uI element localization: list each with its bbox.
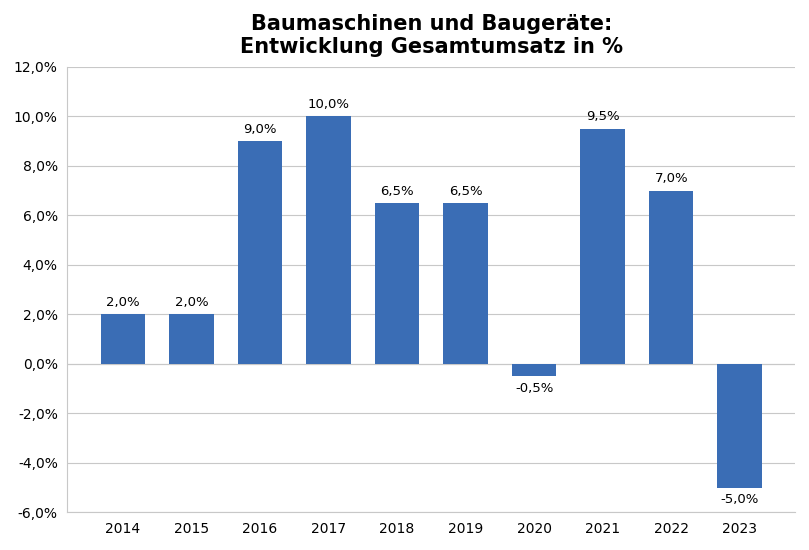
Bar (649, 191, 693, 364)
Text: 2,0%: 2,0% (106, 296, 140, 309)
Text: 6,5%: 6,5% (380, 185, 414, 197)
Text: 10,0%: 10,0% (307, 98, 349, 111)
Bar (306, 117, 351, 364)
Bar (512, 364, 557, 376)
Text: 7,0%: 7,0% (654, 172, 688, 185)
Bar (100, 315, 145, 364)
Bar (443, 203, 488, 364)
Bar (238, 141, 282, 364)
Bar (580, 129, 625, 364)
Text: 9,0%: 9,0% (244, 123, 277, 136)
Bar (375, 203, 419, 364)
Text: -5,0%: -5,0% (721, 493, 759, 506)
Bar (169, 315, 214, 364)
Title: Baumaschinen und Baugeräte:
Entwicklung Gesamtumsatz in %: Baumaschinen und Baugeräte: Entwicklung … (239, 14, 623, 57)
Text: 6,5%: 6,5% (449, 185, 482, 197)
Text: 2,0%: 2,0% (175, 296, 208, 309)
Text: 9,5%: 9,5% (586, 111, 620, 123)
Bar (718, 364, 762, 488)
Text: -0,5%: -0,5% (515, 382, 553, 395)
